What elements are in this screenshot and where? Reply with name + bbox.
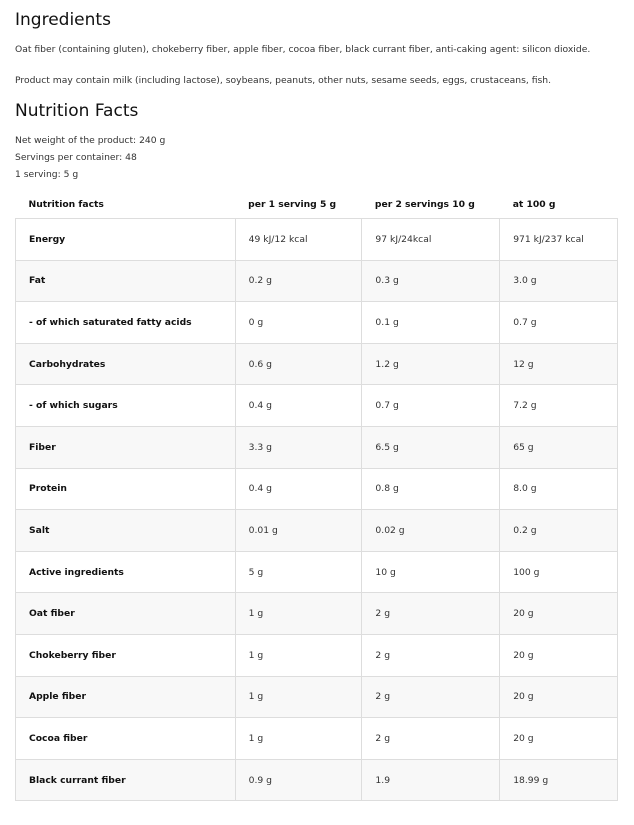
cell: 1 g bbox=[234, 592, 363, 635]
info-line: 1 serving: 5 g bbox=[15, 169, 79, 180]
row-label: - of which sugars bbox=[15, 384, 236, 427]
row-label: Black currant fiber bbox=[15, 758, 236, 802]
cell: 2 g bbox=[361, 675, 501, 719]
header-row: Nutrition facts per 1 serving 5 g per 2 se… bbox=[16, 190, 618, 219]
cell: 0.3 g bbox=[361, 259, 501, 303]
ingredients-text: Oat fiber (containing gluten), chokeberr… bbox=[15, 44, 591, 55]
nutrition-title: Nutrition Facts bbox=[15, 101, 139, 121]
info-line: Net weight of the product: 240 g bbox=[15, 135, 166, 146]
header-cell: per 1 serving 5 g bbox=[248, 198, 337, 210]
row-label: Apple fiber bbox=[15, 675, 236, 719]
cell: 8.0 g bbox=[499, 467, 618, 511]
cell: 0.4 g bbox=[234, 384, 363, 427]
cell: 0 g bbox=[234, 301, 363, 344]
row-label: Protein bbox=[15, 467, 236, 511]
table-row: - of which saturated fatty acids 0 g 0.1 g… bbox=[15, 301, 618, 344]
cell: 0.9 g bbox=[234, 758, 363, 802]
cell: 3.3 g bbox=[234, 425, 363, 469]
row-label: Cocoa fiber bbox=[15, 717, 236, 760]
cell: 0.02 g bbox=[361, 509, 501, 552]
cell: 97 kJ/24kcal bbox=[361, 218, 501, 261]
row-label: Fat bbox=[15, 259, 236, 303]
cell: 7.2 g bbox=[499, 384, 618, 427]
cell: 2 g bbox=[361, 717, 501, 760]
row-label: Carbohydrates bbox=[15, 342, 236, 386]
nutrition-table: Nutrition facts per 1 serving 5 g per 2 se… bbox=[15, 190, 618, 802]
table-row: Fat 0.2 g 0.3 g 3.0 g bbox=[15, 259, 618, 303]
row-label: Salt bbox=[15, 509, 236, 552]
row-label: Oat fiber bbox=[15, 592, 236, 635]
table-row: Black currant fiber 0.9 g 1.9 18.99 g bbox=[15, 758, 618, 802]
cell: 20 g bbox=[499, 592, 618, 635]
cell: 0.8 g bbox=[361, 467, 501, 511]
allergen-text: Product may contain milk (including lact… bbox=[15, 75, 552, 86]
info-line: Servings per container: 48 bbox=[15, 152, 137, 163]
cell: 12 g bbox=[499, 342, 618, 386]
table-row: - of which sugars 0.4 g 0.7 g 7.2 g bbox=[15, 384, 618, 427]
cell: 20 g bbox=[499, 675, 618, 719]
table-row: Active ingredients 5 g 10 g 100 g bbox=[15, 550, 618, 594]
cell: 100 g bbox=[499, 550, 618, 594]
header-cell: Nutrition facts bbox=[28, 198, 104, 210]
cell: 5 g bbox=[234, 550, 363, 594]
row-label: Active ingredients bbox=[15, 550, 236, 594]
cell: 1 g bbox=[234, 675, 363, 719]
cell: 2 g bbox=[361, 633, 501, 677]
table-row: Protein 0.4 g 0.8 g 8.0 g bbox=[15, 467, 618, 511]
cell: 18.99 g bbox=[499, 758, 618, 802]
cell: 971 kJ/237 kcal bbox=[499, 218, 618, 261]
cell: 0.01 g bbox=[234, 509, 363, 552]
cell: 1.2 g bbox=[361, 342, 501, 386]
cell: 1.9 bbox=[361, 758, 501, 802]
cell: 0.2 g bbox=[234, 259, 363, 303]
table-row: Energy 49 kJ/12 kcal 97 kJ/24kcal 971 kJ/23… bbox=[15, 218, 618, 261]
cell: 1 g bbox=[234, 717, 363, 760]
row-label: Energy bbox=[15, 218, 236, 261]
cell: 65 g bbox=[499, 425, 618, 469]
ingredients-title: Ingredients bbox=[15, 10, 111, 30]
cell: 0.6 g bbox=[234, 342, 363, 386]
header-cell: per 2 servings 10 g bbox=[374, 198, 475, 210]
table-row: Salt 0.01 g 0.02 g 0.2 g bbox=[15, 509, 618, 552]
row-label: Chokeberry fiber bbox=[15, 633, 236, 677]
table-head: Nutrition facts per 1 serving 5 g per 2 se… bbox=[16, 190, 618, 219]
table-body: Energy 49 kJ/12 kcal 97 kJ/24kcal 971 kJ/23… bbox=[15, 218, 618, 802]
header-cell: at 100 g bbox=[512, 198, 556, 210]
table-row: Carbohydrates 0.6 g 1.2 g 12 g bbox=[15, 342, 618, 386]
cell: 10 g bbox=[361, 550, 501, 594]
cell: 1 g bbox=[234, 633, 363, 677]
cell: 0.7 g bbox=[361, 384, 501, 427]
cell: 6.5 g bbox=[361, 425, 501, 469]
table-row: Fiber 3.3 g 6.5 g 65 g bbox=[15, 425, 618, 469]
row-label: - of which saturated fatty acids bbox=[15, 301, 236, 344]
cell: 0.1 g bbox=[361, 301, 501, 344]
cell: 0.7 g bbox=[499, 301, 618, 344]
cell: 20 g bbox=[499, 633, 618, 677]
cell: 49 kJ/12 kcal bbox=[234, 218, 363, 261]
row-label: Fiber bbox=[15, 425, 236, 469]
cell: 20 g bbox=[499, 717, 618, 760]
cell: 2 g bbox=[361, 592, 501, 635]
cell: 3.0 g bbox=[499, 259, 618, 303]
cell: 0.4 g bbox=[234, 467, 363, 511]
cell: 0.2 g bbox=[499, 509, 618, 552]
